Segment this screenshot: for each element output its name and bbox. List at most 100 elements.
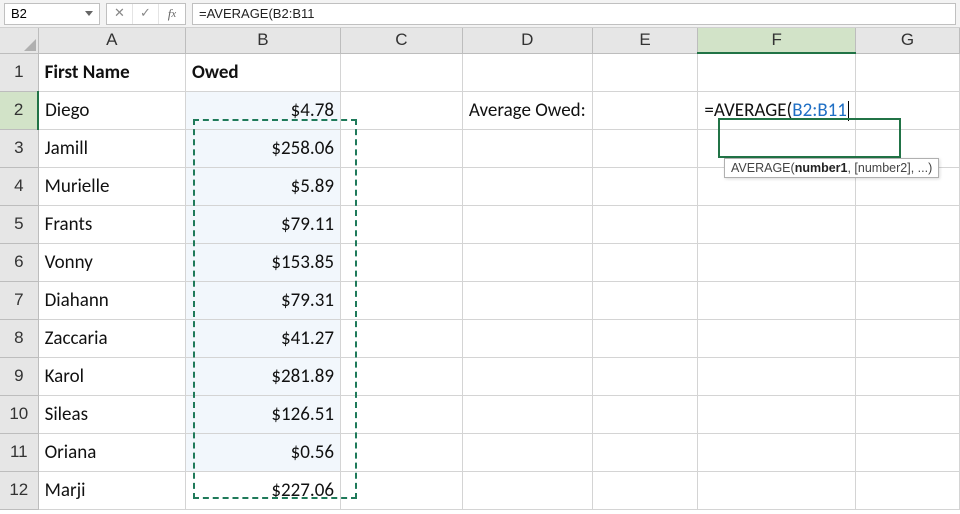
row-header[interactable]: 6	[0, 243, 38, 281]
cell-g9[interactable]	[855, 357, 959, 395]
cell-a11[interactable]: Oriana	[38, 433, 185, 471]
cell-d5[interactable]	[462, 205, 592, 243]
row-header[interactable]: 8	[0, 319, 38, 357]
cell-d11[interactable]	[462, 433, 592, 471]
cell-d3[interactable]	[462, 129, 592, 167]
cancel-icon[interactable]: ✕	[107, 4, 133, 24]
cell-b8[interactable]: $41.27	[185, 319, 340, 357]
row-header[interactable]: 10	[0, 395, 38, 433]
cell-b3[interactable]: $258.06	[185, 129, 340, 167]
cell-e4[interactable]	[592, 167, 698, 205]
confirm-icon[interactable]: ✓	[133, 4, 159, 24]
row-header[interactable]: 12	[0, 471, 38, 509]
row-header[interactable]: 2	[0, 91, 38, 129]
cell-b6[interactable]: $153.85	[185, 243, 340, 281]
cell-c5[interactable]	[340, 205, 462, 243]
chevron-down-icon[interactable]	[85, 11, 93, 16]
cell-g1[interactable]	[855, 53, 959, 91]
cell-b1[interactable]: Owed	[185, 53, 340, 91]
cell-a3[interactable]: Jamill	[38, 129, 185, 167]
fx-icon[interactable]: fx	[159, 4, 185, 24]
cell-f5[interactable]	[698, 205, 856, 243]
cell-g11[interactable]	[855, 433, 959, 471]
cell-d6[interactable]	[462, 243, 592, 281]
row-header[interactable]: 4	[0, 167, 38, 205]
cell-f1[interactable]	[698, 53, 856, 91]
cell-a8[interactable]: Zaccaria	[38, 319, 185, 357]
cell-a6[interactable]: Vonny	[38, 243, 185, 281]
row-header[interactable]: 7	[0, 281, 38, 319]
cell-e12[interactable]	[592, 471, 698, 509]
cell-c9[interactable]	[340, 357, 462, 395]
col-header-e[interactable]: E	[592, 28, 698, 53]
cell-d10[interactable]	[462, 395, 592, 433]
cell-a12[interactable]: Marji	[38, 471, 185, 509]
row-header[interactable]: 1	[0, 53, 38, 91]
cell-c6[interactable]	[340, 243, 462, 281]
cell-b7[interactable]: $79.31	[185, 281, 340, 319]
cell-b12[interactable]: $227.06	[185, 471, 340, 509]
cell-g10[interactable]	[855, 395, 959, 433]
row-header[interactable]: 11	[0, 433, 38, 471]
cell-a7[interactable]: Diahann	[38, 281, 185, 319]
cell-d4[interactable]	[462, 167, 592, 205]
cell-f8[interactable]	[698, 319, 856, 357]
cell-d1[interactable]	[462, 53, 592, 91]
cell-b9[interactable]: $281.89	[185, 357, 340, 395]
cell-d2[interactable]: Average Owed:	[462, 91, 592, 129]
col-header-f[interactable]: F	[698, 28, 856, 53]
cell-d8[interactable]	[462, 319, 592, 357]
cell-c7[interactable]	[340, 281, 462, 319]
cell-f12[interactable]	[698, 471, 856, 509]
cell-b5[interactable]: $79.11	[185, 205, 340, 243]
row-header[interactable]: 9	[0, 357, 38, 395]
row-header[interactable]: 5	[0, 205, 38, 243]
cell-b2[interactable]: $4.78	[185, 91, 340, 129]
cell-e6[interactable]	[592, 243, 698, 281]
cell-e1[interactable]	[592, 53, 698, 91]
cell-b11[interactable]: $0.56	[185, 433, 340, 471]
cell-g7[interactable]	[855, 281, 959, 319]
cell-e5[interactable]	[592, 205, 698, 243]
cell-g12[interactable]	[855, 471, 959, 509]
cell-d7[interactable]	[462, 281, 592, 319]
cell-e8[interactable]	[592, 319, 698, 357]
cell-f6[interactable]	[698, 243, 856, 281]
cell-d12[interactable]	[462, 471, 592, 509]
col-header-c[interactable]: C	[340, 28, 462, 53]
col-header-a[interactable]: A	[38, 28, 185, 53]
cell-a10[interactable]: Sileas	[38, 395, 185, 433]
name-box[interactable]: B2	[4, 3, 100, 25]
cell-c1[interactable]	[340, 53, 462, 91]
cell-a1[interactable]: First Name	[38, 53, 185, 91]
row-header[interactable]: 3	[0, 129, 38, 167]
cell-e10[interactable]	[592, 395, 698, 433]
cell-e11[interactable]	[592, 433, 698, 471]
cell-a4[interactable]: Murielle	[38, 167, 185, 205]
select-all-corner[interactable]	[0, 28, 38, 53]
cell-c3[interactable]	[340, 129, 462, 167]
cell-b4[interactable]: $5.89	[185, 167, 340, 205]
cell-f10[interactable]	[698, 395, 856, 433]
cell-c8[interactable]	[340, 319, 462, 357]
cell-c2[interactable]	[340, 91, 462, 129]
cell-e7[interactable]	[592, 281, 698, 319]
cell-e9[interactable]	[592, 357, 698, 395]
cell-a9[interactable]: Karol	[38, 357, 185, 395]
cell-g6[interactable]	[855, 243, 959, 281]
cell-f11[interactable]	[698, 433, 856, 471]
cell-a2[interactable]: Diego	[38, 91, 185, 129]
formula-input[interactable]: =AVERAGE(B2:B11	[192, 3, 956, 25]
cell-e2[interactable]	[592, 91, 698, 129]
cell-d9[interactable]	[462, 357, 592, 395]
cell-b10[interactable]: $126.51	[185, 395, 340, 433]
cell-c11[interactable]	[340, 433, 462, 471]
col-header-b[interactable]: B	[185, 28, 340, 53]
cell-c10[interactable]	[340, 395, 462, 433]
cell-c12[interactable]	[340, 471, 462, 509]
cell-f2[interactable]: =AVERAGE(B2:B11	[698, 91, 856, 129]
col-header-d[interactable]: D	[462, 28, 592, 53]
cell-g8[interactable]	[855, 319, 959, 357]
cell-g2[interactable]	[855, 91, 959, 129]
cell-a5[interactable]: Frants	[38, 205, 185, 243]
